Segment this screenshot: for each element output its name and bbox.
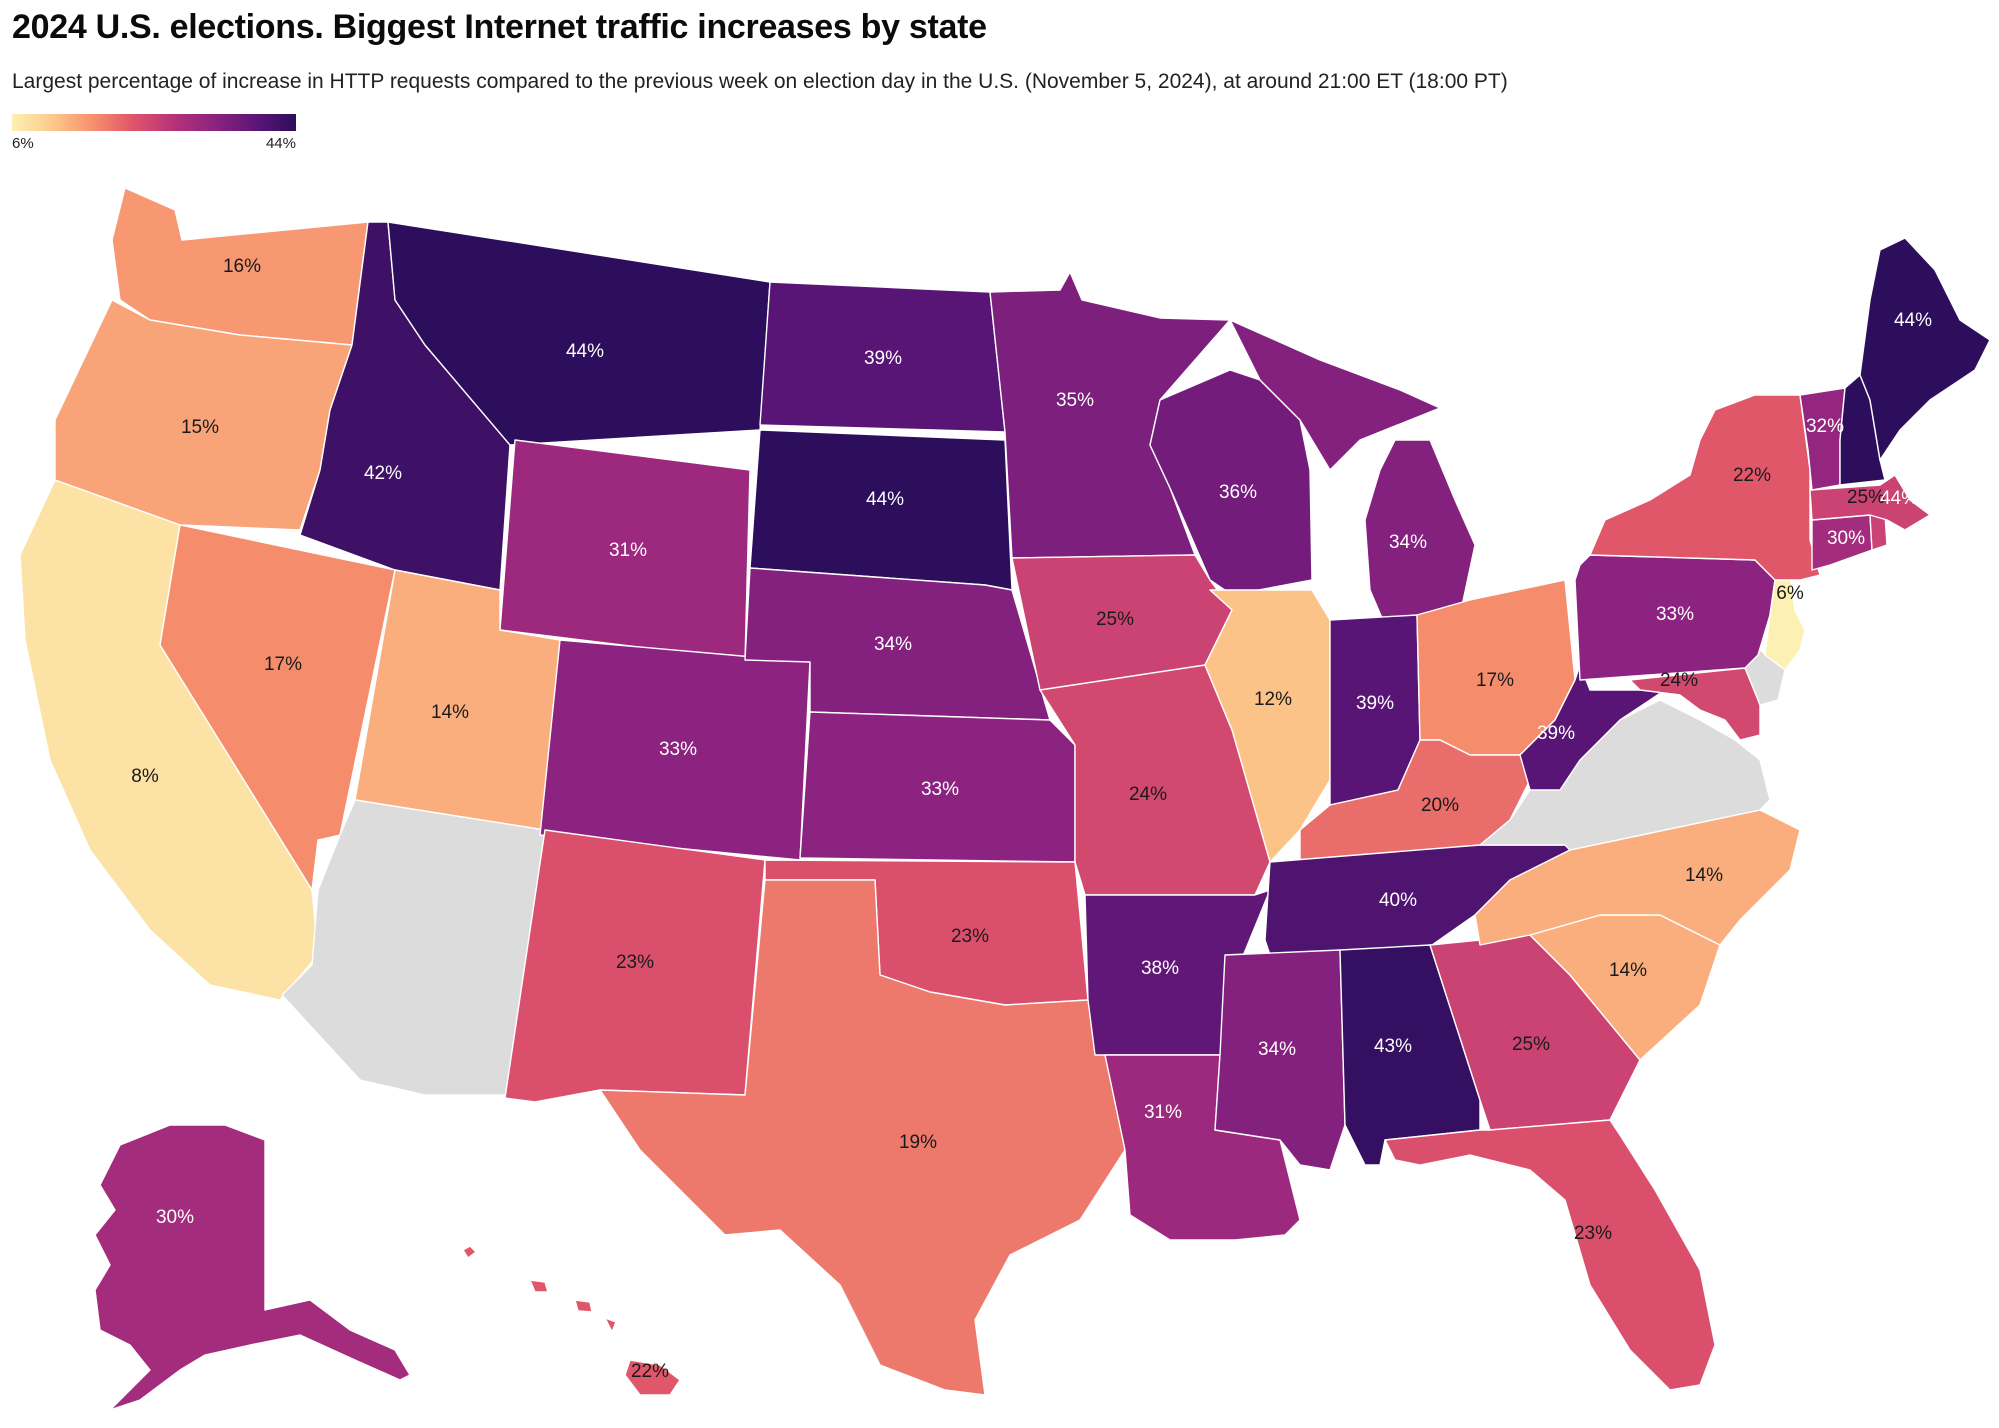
state-label-VT: 32% bbox=[1806, 416, 1844, 437]
state-label-AL: 43% bbox=[1374, 1036, 1412, 1057]
state-label-NH: 44% bbox=[1880, 488, 1918, 509]
state-FL[interactable] bbox=[1384, 1119, 1716, 1391]
state-label-WY: 31% bbox=[609, 540, 647, 561]
state-label-OK: 23% bbox=[951, 926, 989, 947]
state-IL[interactable] bbox=[1204, 589, 1331, 863]
state-label-CT: 30% bbox=[1827, 528, 1865, 549]
state-label-KY: 20% bbox=[1421, 795, 1459, 816]
legend-min-label: 6% bbox=[12, 135, 34, 152]
state-label-GA: 25% bbox=[1512, 1034, 1550, 1055]
state-AK[interactable] bbox=[94, 1124, 411, 1411]
state-label-SD: 44% bbox=[866, 489, 904, 510]
state-label-WA: 16% bbox=[223, 256, 261, 277]
state-label-NM: 23% bbox=[616, 952, 654, 973]
state-label-PA: 33% bbox=[1656, 604, 1694, 625]
state-label-NC: 14% bbox=[1685, 865, 1723, 886]
state-NJ[interactable] bbox=[1759, 559, 1806, 671]
state-label-MS: 34% bbox=[1258, 1039, 1296, 1060]
state-label-MO: 24% bbox=[1129, 784, 1167, 805]
state-label-OH: 17% bbox=[1476, 670, 1514, 691]
state-WI[interactable] bbox=[1149, 369, 1313, 596]
state-MA[interactable] bbox=[1809, 474, 1931, 531]
state-label-TN: 40% bbox=[1379, 890, 1417, 911]
state-label-AK: 30% bbox=[156, 1207, 194, 1228]
legend-max-label: 44% bbox=[265, 135, 296, 152]
legend-labels: 6% 44% bbox=[12, 135, 296, 157]
state-label-IL: 12% bbox=[1254, 689, 1292, 710]
legend-gradient-bar bbox=[12, 114, 296, 131]
chart-title: 2024 U.S. elections. Biggest Internet tr… bbox=[12, 8, 987, 46]
state-ME[interactable] bbox=[1859, 237, 1991, 461]
state-label-SC: 14% bbox=[1609, 960, 1647, 981]
state-label-TX: 19% bbox=[899, 1132, 937, 1153]
state-TX[interactable] bbox=[599, 879, 1126, 1396]
state-label-OR: 15% bbox=[181, 417, 219, 438]
state-label-NV: 17% bbox=[264, 654, 302, 675]
state-label-IA: 25% bbox=[1096, 609, 1134, 630]
state-RI[interactable] bbox=[1869, 514, 1888, 551]
state-label-RI: 25% bbox=[1847, 487, 1885, 508]
chart-subtitle: Largest percentage of increase in HTTP r… bbox=[12, 70, 1508, 93]
state-label-NJ: 6% bbox=[1776, 583, 1804, 604]
state-AZ[interactable] bbox=[281, 799, 546, 1096]
state-label-ND: 39% bbox=[864, 348, 902, 369]
state-label-AR: 38% bbox=[1141, 958, 1179, 979]
state-label-ID: 42% bbox=[364, 463, 402, 484]
state-label-WV: 39% bbox=[1537, 723, 1575, 744]
state-label-HI: 22% bbox=[631, 1361, 669, 1382]
state-label-FL: 23% bbox=[1574, 1223, 1612, 1244]
state-label-MI: 34% bbox=[1389, 532, 1427, 553]
state-NY[interactable] bbox=[1589, 394, 1821, 581]
state-label-KS: 33% bbox=[921, 779, 959, 800]
state-label-MN: 35% bbox=[1056, 390, 1094, 411]
state-label-IN: 39% bbox=[1356, 693, 1394, 714]
state-HI[interactable] bbox=[462, 1245, 681, 1396]
state-label-LA: 31% bbox=[1144, 1102, 1182, 1123]
state-label-UT: 14% bbox=[431, 702, 469, 723]
state-label-MT: 44% bbox=[566, 341, 604, 362]
state-label-NY: 22% bbox=[1733, 465, 1771, 486]
states-layer bbox=[19, 187, 1991, 1411]
state-label-CO: 33% bbox=[659, 739, 697, 760]
state-label-ME: 44% bbox=[1894, 310, 1932, 331]
state-label-MD: 24% bbox=[1660, 670, 1698, 691]
color-legend: 6% 44% bbox=[12, 114, 296, 157]
state-label-WI: 36% bbox=[1219, 482, 1257, 503]
state-label-CA: 8% bbox=[131, 766, 159, 787]
labels-layer: 16% 15% 8% 17% 42% 44% 31% 14% 33% 23% 39% 44% 34% 33… bbox=[131, 256, 1932, 1382]
state-label-NE: 34% bbox=[874, 634, 912, 655]
